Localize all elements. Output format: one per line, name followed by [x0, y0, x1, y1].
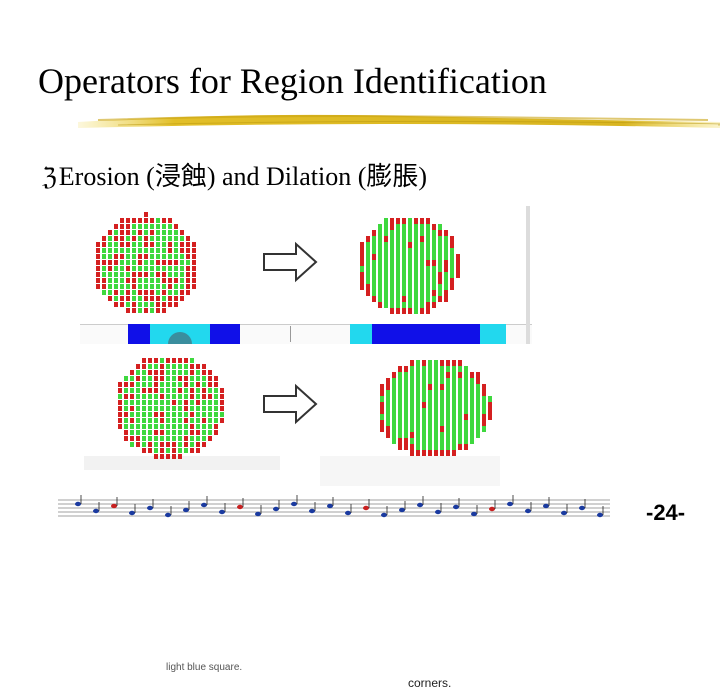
erosion-grid-top-left	[96, 212, 196, 313]
erosion-dilation-figure: light blue square. corners.	[80, 206, 532, 690]
music-staff-decoration	[58, 495, 610, 518]
caption-left: light blue square.	[166, 662, 243, 673]
toolbar-cyan-block-right	[350, 324, 372, 344]
slide-title: Operators for Region Identification	[38, 61, 547, 101]
scrollbar[interactable]	[526, 206, 530, 344]
page-number: -24-	[646, 500, 686, 525]
erosion-grid-bottom-left	[118, 358, 224, 459]
z-bullet-icon: ℨ	[42, 163, 57, 191]
arrow-right-icon-top	[263, 241, 318, 283]
toolbar-blue-block-right	[372, 324, 480, 344]
bullet-text: Erosion (浸蝕) and Dilation (膨脹)	[58, 162, 428, 191]
bullet-erosion-dilation: ℨ Erosion (浸蝕) and Dilation (膨脹)	[42, 156, 427, 193]
toolbar-blue-block	[128, 324, 150, 344]
dilation-grid-top-right	[360, 218, 460, 314]
caption-right: corners.	[408, 676, 452, 690]
figure-canvas	[80, 206, 532, 486]
arrow-right-icon-bottom	[263, 383, 318, 425]
brush-stroke-underline	[78, 114, 720, 128]
dilation-grid-bottom-right	[380, 360, 492, 456]
